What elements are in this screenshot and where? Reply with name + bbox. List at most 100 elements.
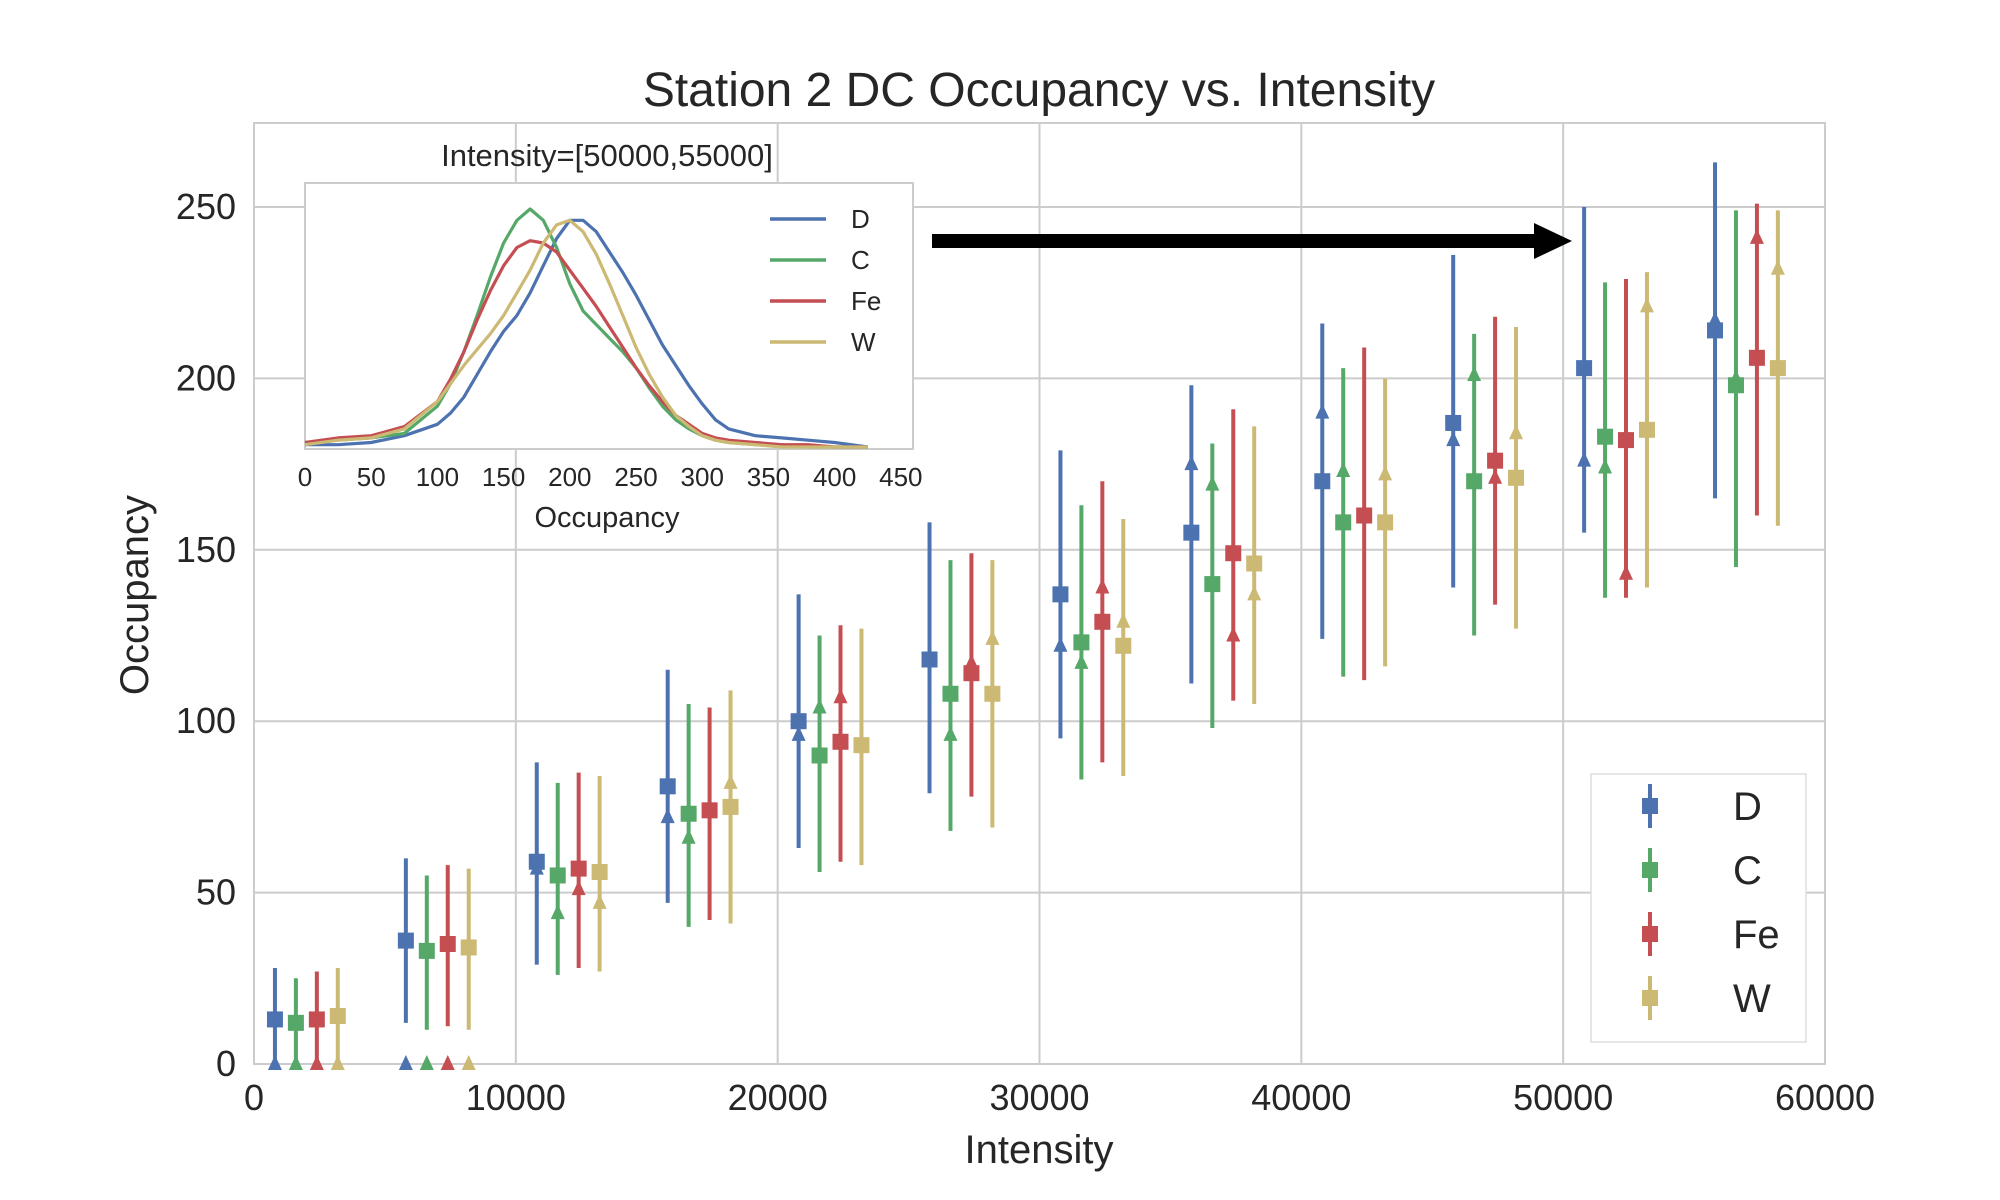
inset-line-w — [304, 218, 868, 449]
main-legend-items: DC Fe W — [1642, 784, 1780, 1021]
main-legend-box — [1590, 773, 1807, 1043]
mean-square-marker — [528, 853, 545, 870]
median-triangle-marker — [1509, 424, 1524, 440]
median-triangle-marker — [419, 1055, 434, 1070]
median-triangle-marker — [964, 653, 979, 669]
mean-square-marker — [1225, 545, 1242, 562]
legend-label: D — [1733, 785, 1762, 829]
mean-square-marker — [811, 747, 828, 764]
mean-square-marker — [853, 737, 870, 754]
mean-square-marker — [1707, 322, 1724, 339]
mean-square-marker — [1445, 414, 1462, 431]
mean-square-marker — [1204, 576, 1221, 593]
mean-square-marker — [1115, 637, 1132, 654]
median-triangle-marker — [309, 1055, 324, 1070]
main-x-tick-labels: 0 10000 20000 30000 40000 50000 60000 — [244, 1077, 1875, 1118]
mean-square-marker — [1576, 360, 1593, 377]
mean-square-marker — [921, 651, 938, 668]
mean-square-marker — [963, 665, 980, 682]
inset-x-tick-label: 250 — [614, 462, 657, 492]
inset-legend-item-fe: Fe — [770, 286, 881, 316]
inset-plot-frame — [304, 182, 914, 450]
inset-x-tick-label: 0 — [298, 462, 312, 492]
inset-line-fe — [304, 239, 868, 449]
median-triangle-marker — [1446, 431, 1461, 447]
inset-x-tick-label: 400 — [813, 462, 856, 492]
series-fe — [308, 203, 1765, 1070]
main-x-tick-label: 0 — [244, 1077, 264, 1118]
main-chart: 0 10000 20000 30000 40000 50000 60000 0 50 100 15… — [113, 64, 1875, 1172]
mean-square-marker — [1335, 514, 1352, 531]
main-y-tick-label: 200 — [176, 357, 236, 398]
mean-square-marker — [591, 864, 608, 881]
mean-square-marker — [308, 1011, 325, 1028]
mean-square-marker — [1508, 469, 1525, 486]
legend-label: Fe — [1733, 913, 1780, 957]
median-triangle-marker — [681, 828, 696, 844]
main-legend: DC Fe W — [1590, 773, 1807, 1043]
median-triangle-marker — [1598, 458, 1613, 474]
median-triangle-marker — [330, 1055, 345, 1070]
median-triangle-marker — [1116, 612, 1131, 628]
series-w — [329, 210, 1786, 1070]
inset-x-tick-label: 100 — [416, 462, 459, 492]
legend-item-c: C — [1642, 848, 1762, 893]
inset-legend-label: D — [851, 204, 870, 234]
mean-square-marker — [1073, 634, 1090, 651]
inset-legend-item-d: D — [770, 204, 870, 234]
median-triangle-marker — [812, 698, 827, 714]
main-x-tick-label: 60000 — [1775, 1077, 1875, 1118]
median-triangle-marker — [571, 880, 586, 896]
mean-square-marker — [1638, 421, 1655, 438]
median-triangle-marker — [943, 725, 958, 741]
mean-square-marker — [1314, 473, 1331, 490]
median-triangle-marker — [440, 1055, 455, 1070]
mean-square-marker — [549, 867, 566, 884]
median-triangle-marker — [660, 808, 675, 824]
median-triangle-marker — [398, 1055, 413, 1070]
main-y-tick-label: 250 — [176, 186, 236, 227]
mean-square-marker — [832, 733, 849, 750]
inset-x-tick-label: 450 — [879, 462, 922, 492]
mean-square-marker — [266, 1011, 283, 1028]
mean-square-marker — [1597, 428, 1614, 445]
mean-square-marker — [1052, 586, 1069, 603]
inset-x-tick-label: 300 — [681, 462, 724, 492]
median-triangle-marker — [1095, 578, 1110, 594]
median-triangle-marker — [985, 629, 1000, 645]
mean-square-marker — [1183, 524, 1200, 541]
mean-square-marker — [439, 936, 456, 953]
inset-chart: 0 50 100 150 200 250 300 350 400 450 Intensity=[5… — [298, 138, 923, 534]
inset-x-tick-label: 200 — [548, 462, 591, 492]
mean-square-marker — [1094, 613, 1111, 630]
main-x-tick-label: 30000 — [989, 1077, 1089, 1118]
median-triangle-marker — [1336, 461, 1351, 477]
median-triangle-marker — [1770, 259, 1785, 275]
median-triangle-marker — [1708, 311, 1723, 327]
mean-square-marker — [984, 685, 1001, 702]
mean-square-marker — [942, 685, 959, 702]
legend-square-marker — [1642, 798, 1658, 814]
inset-legend-item-w: W — [770, 327, 876, 357]
legend-square-marker — [1642, 862, 1658, 878]
median-triangle-marker — [288, 1055, 303, 1070]
mean-square-marker — [1618, 432, 1635, 449]
mean-square-marker — [1748, 349, 1765, 366]
mean-square-marker — [790, 713, 807, 730]
mean-square-marker — [1356, 507, 1373, 524]
median-triangle-marker — [723, 773, 738, 789]
inset-legend-label: C — [851, 245, 870, 275]
median-triangle-marker — [1074, 653, 1089, 669]
mean-square-marker — [287, 1014, 304, 1031]
mean-square-marker — [1246, 555, 1263, 572]
median-triangle-marker — [1488, 468, 1503, 484]
main-x-tick-label: 10000 — [466, 1077, 566, 1118]
median-triangle-marker — [1577, 451, 1592, 467]
inset-x-axis-label: Occupancy — [534, 502, 680, 534]
mean-square-marker — [1487, 452, 1504, 469]
mean-square-marker — [460, 939, 477, 956]
median-triangle-marker — [1619, 564, 1634, 580]
main-y-axis-label: Occupancy — [113, 495, 157, 695]
median-triangle-marker — [1315, 403, 1330, 419]
annotation-arrow — [932, 223, 1572, 259]
